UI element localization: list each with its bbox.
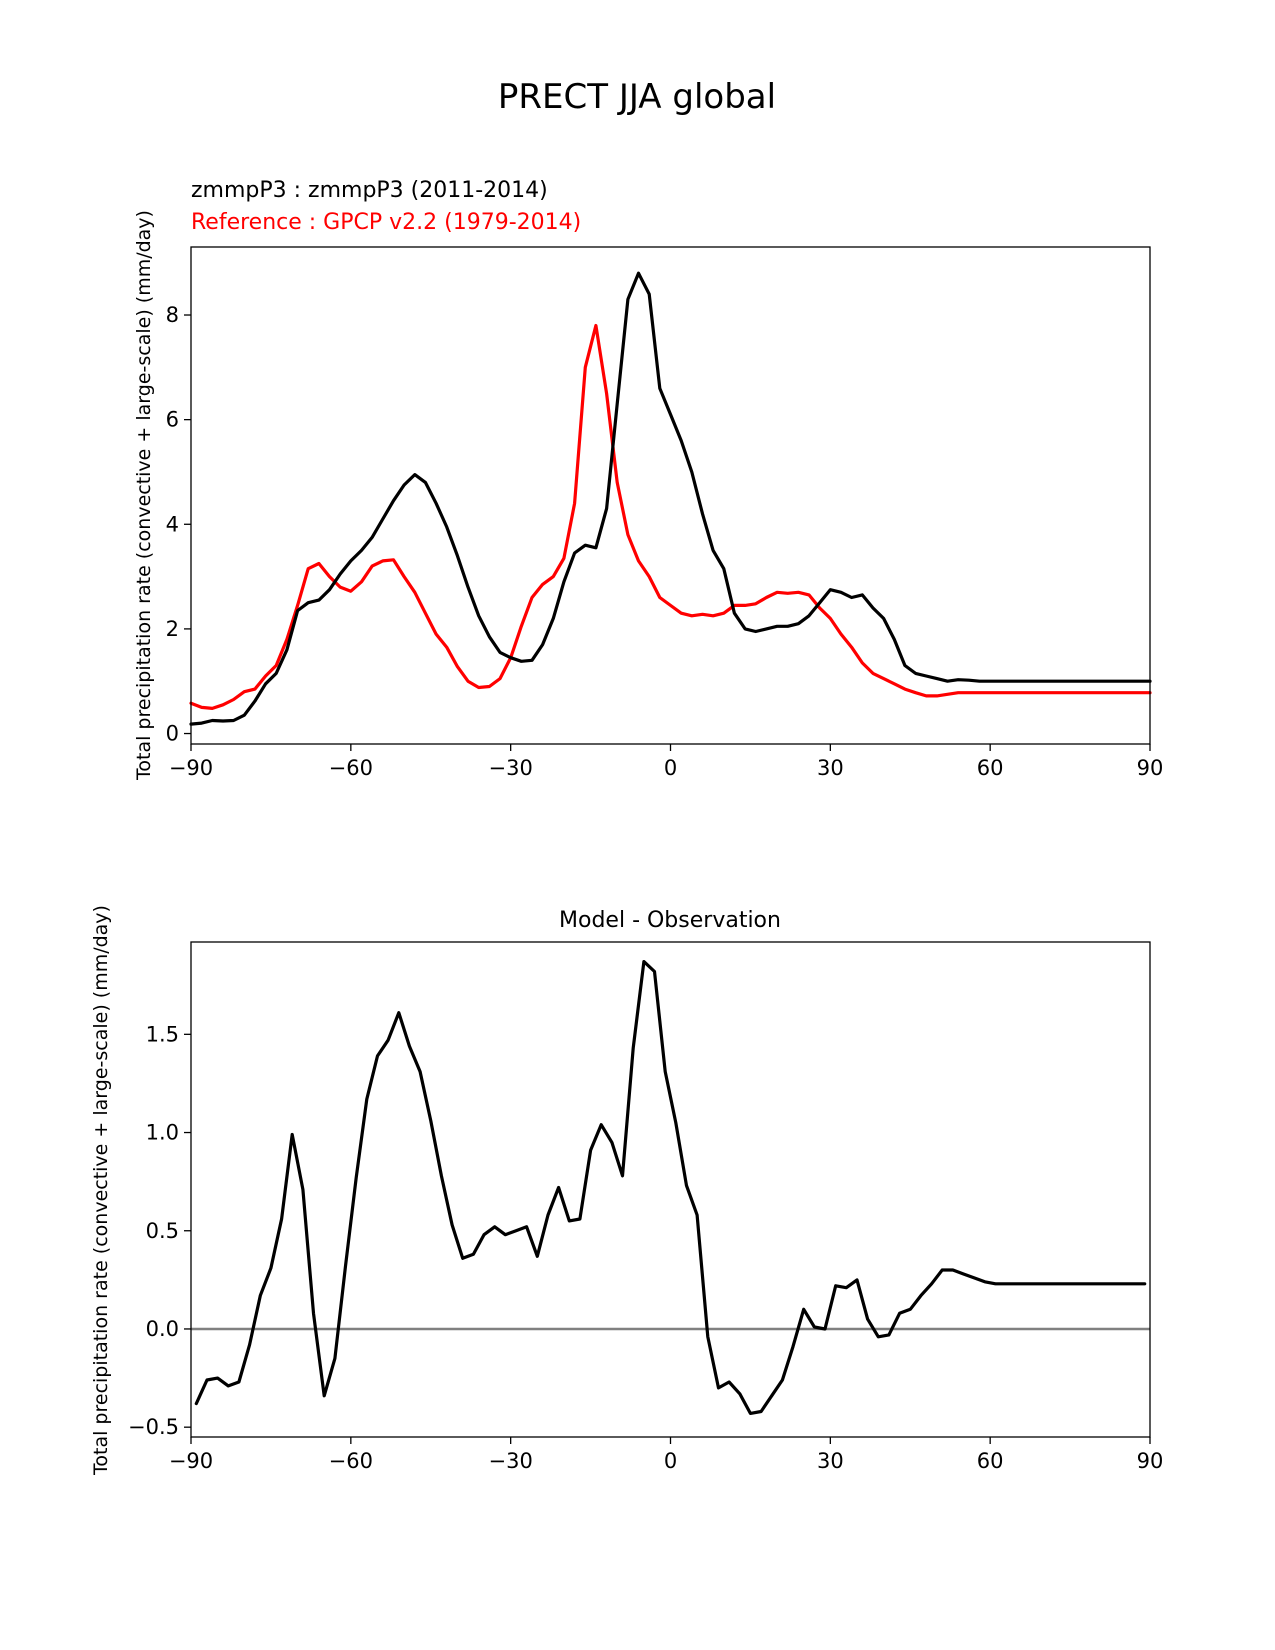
top-xtick-label: 90 — [1137, 756, 1164, 780]
top-xtick-label: −90 — [169, 756, 213, 780]
top-xtick-label: −60 — [329, 756, 373, 780]
bottom-y-axis-label: Total precipitation rate (convective + l… — [90, 905, 112, 1476]
bottom-xtick-label: 60 — [977, 1449, 1004, 1473]
bottom-xtick-label: −90 — [169, 1449, 213, 1473]
bottom-xtick-label: 90 — [1137, 1449, 1164, 1473]
bottom-ytick-label: 1.5 — [146, 1022, 179, 1046]
top-model-label: zmmpP3 : zmmpP3 (2011-2014) — [191, 178, 548, 203]
top-reference-label: Reference : GPCP v2.2 (1979-2014) — [191, 210, 581, 235]
top-lines — [189, 271, 1152, 726]
bottom-lines — [191, 959, 1150, 1416]
bottom-xtick-label: −30 — [489, 1449, 533, 1473]
bottom-xtick-label: −60 — [329, 1449, 373, 1473]
bottom-xtick-label: 30 — [817, 1449, 844, 1473]
top-xtick-label: 0 — [664, 756, 677, 780]
bottom-series-line-model-observation — [194, 959, 1147, 1416]
bottom-ytick-label: −0.5 — [128, 1415, 179, 1439]
bottom-ytick-label: 0.0 — [146, 1317, 179, 1341]
top-plot-frame — [190, 246, 1151, 745]
top-y-axis-label: Total precipitation rate (convective + l… — [133, 210, 155, 781]
top-ytick-label: 6 — [166, 408, 179, 432]
top-ytick-label: 2 — [166, 617, 179, 641]
top-ytick-label: 8 — [166, 303, 179, 327]
top-series-line-zmmpp3-2011-2014 — [189, 271, 1152, 726]
top-xtick-label: −30 — [489, 756, 533, 780]
top-xtick-label: 30 — [817, 756, 844, 780]
top-ytick-label: 0 — [166, 722, 179, 746]
top-xtick-label: 60 — [977, 756, 1004, 780]
figure-title: PRECT JJA global — [498, 77, 776, 117]
top-ticks: −90 −60 −30 0 30 60 90 0 2 4 6 8 — [166, 303, 1164, 780]
bottom-ticks: −90 −60 −30 0 30 60 90 −0.5 0.0 0.5 1.0 1.5 — [128, 1022, 1163, 1473]
bottom-panel: Model - Observation Total precipitation … — [90, 905, 1163, 1476]
bottom-ytick-label: 0.5 — [146, 1219, 179, 1243]
top-panel: zmmpP3 : zmmpP3 (2011-2014) Reference : … — [133, 178, 1163, 781]
top-ytick-label: 4 — [166, 512, 179, 536]
bottom-plot-frame — [190, 941, 1151, 1438]
top-series-line-gpcp-v2-2-1979-2014 — [189, 323, 1152, 711]
bottom-ytick-label: 1.0 — [146, 1121, 179, 1145]
bottom-xtick-label: 0 — [664, 1449, 677, 1473]
bottom-title: Model - Observation — [559, 908, 781, 933]
